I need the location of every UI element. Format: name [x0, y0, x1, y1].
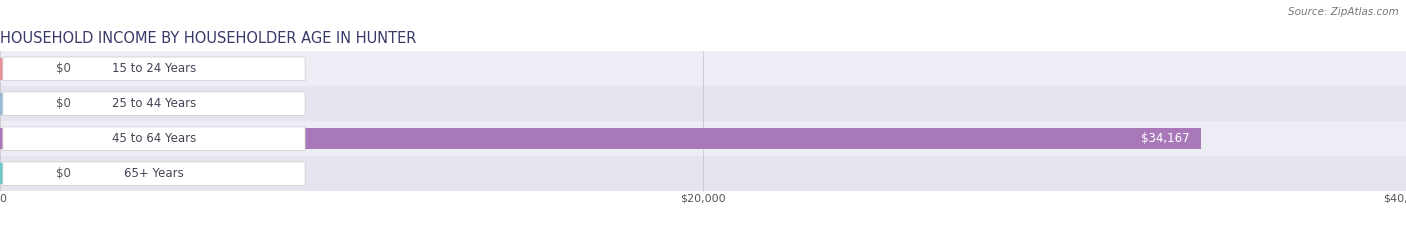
Bar	[0, 156, 1406, 191]
Text: 25 to 44 Years: 25 to 44 Years	[112, 97, 195, 110]
Bar	[0, 163, 42, 185]
Text: 15 to 24 Years: 15 to 24 Years	[112, 62, 195, 75]
Bar	[0, 86, 1406, 121]
FancyBboxPatch shape	[3, 127, 305, 150]
Text: 45 to 64 Years: 45 to 64 Years	[112, 132, 195, 145]
Text: 65+ Years: 65+ Years	[124, 167, 184, 180]
Text: $0: $0	[56, 62, 72, 75]
FancyBboxPatch shape	[3, 57, 305, 80]
Bar	[0, 121, 1406, 156]
Bar	[0, 51, 1406, 86]
Bar	[0, 128, 1201, 150]
FancyBboxPatch shape	[3, 162, 305, 185]
Bar	[0, 58, 42, 80]
Bar	[0, 93, 42, 115]
Text: Source: ZipAtlas.com: Source: ZipAtlas.com	[1288, 7, 1399, 17]
Text: $0: $0	[56, 167, 72, 180]
Text: HOUSEHOLD INCOME BY HOUSEHOLDER AGE IN HUNTER: HOUSEHOLD INCOME BY HOUSEHOLDER AGE IN H…	[0, 31, 416, 46]
FancyBboxPatch shape	[3, 92, 305, 115]
Text: $0: $0	[56, 97, 72, 110]
Text: $34,167: $34,167	[1142, 132, 1189, 145]
